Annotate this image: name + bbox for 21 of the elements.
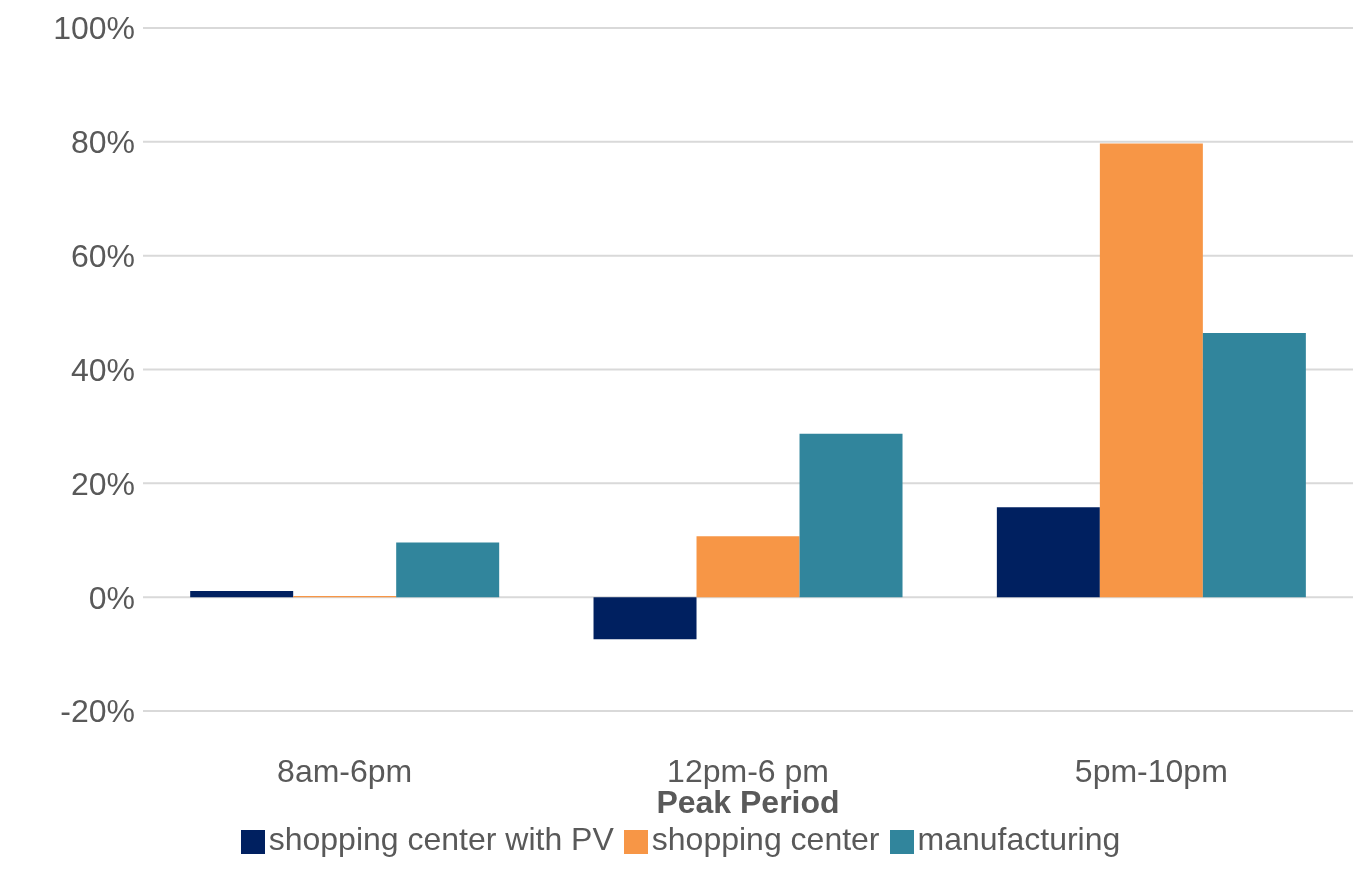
y-tick-label: 80% <box>70 124 135 161</box>
y-tick-label: 60% <box>70 238 135 275</box>
legend-label: manufacturing <box>917 821 1121 857</box>
bar <box>396 542 500 598</box>
legend-label: shopping center with PV <box>268 821 614 857</box>
x-tick-label: 12pm-6 pm <box>667 752 829 789</box>
bar <box>593 597 697 640</box>
bar <box>1202 333 1306 598</box>
bar <box>1099 143 1203 598</box>
legend-label: shopping center <box>651 821 880 857</box>
y-tick-label: 20% <box>70 465 135 502</box>
y-tick-label: 0% <box>88 579 135 616</box>
y-tick-label: 100% <box>53 10 135 47</box>
y-tick-label: 40% <box>70 351 135 388</box>
bar <box>190 590 294 598</box>
bar <box>696 536 800 598</box>
bar <box>996 507 1100 598</box>
bar <box>799 433 903 598</box>
x-tick-label: 8am-6pm <box>277 752 413 789</box>
y-tick-label: -20% <box>60 693 135 730</box>
x-tick-label: 5pm-10pm <box>1074 752 1228 789</box>
